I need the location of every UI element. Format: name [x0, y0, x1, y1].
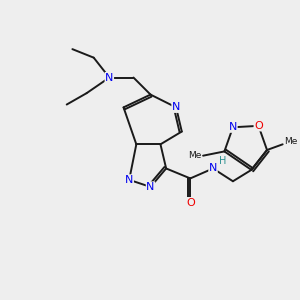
Text: O: O: [186, 198, 195, 208]
Text: N: N: [105, 73, 113, 82]
Text: N: N: [229, 122, 237, 132]
Text: N: N: [209, 164, 217, 173]
Text: Me: Me: [284, 137, 297, 146]
Text: N: N: [125, 175, 134, 185]
Text: N: N: [146, 182, 155, 192]
Text: O: O: [254, 121, 263, 131]
Text: H: H: [219, 156, 227, 167]
Text: Me: Me: [188, 151, 202, 160]
Text: N: N: [172, 102, 180, 112]
